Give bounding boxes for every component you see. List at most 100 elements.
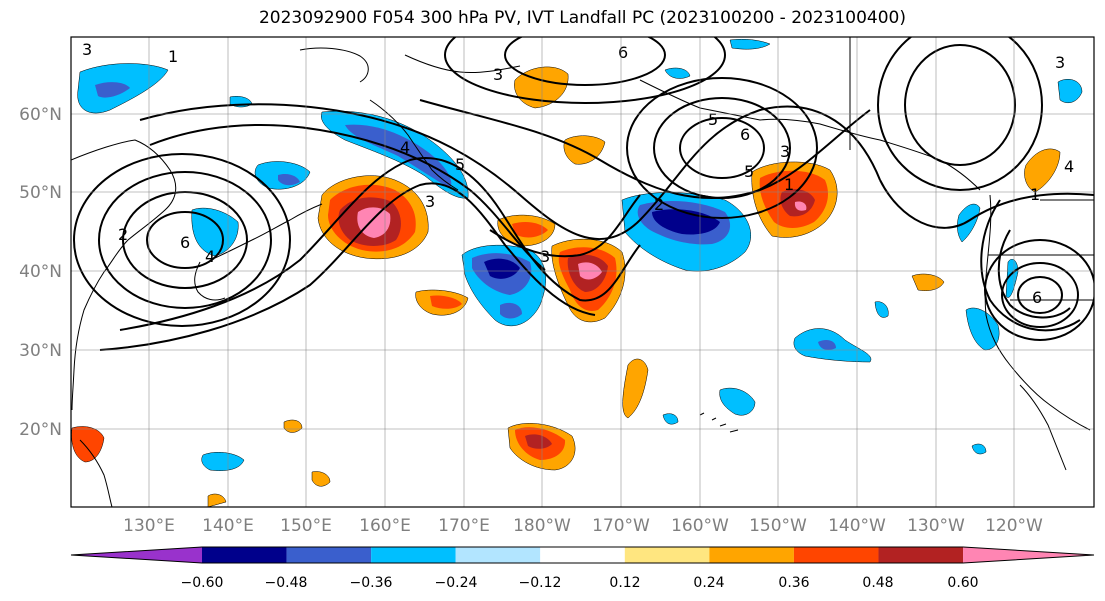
colorbar-tick-label: 0.48 xyxy=(862,575,893,591)
colorbar-segment xyxy=(624,547,710,563)
lon-label: 170°E xyxy=(438,516,490,536)
colorbar-tick-labels: −0.60 −0.48 −0.36 −0.24 −0.12 0.12 0.24 … xyxy=(181,575,979,591)
colorbar-segments xyxy=(70,546,1095,564)
positive-anomaly-area xyxy=(71,426,105,463)
lat-label-30n: 30°N xyxy=(19,341,62,361)
contour-label: 6 xyxy=(180,233,190,252)
contour-line xyxy=(444,37,726,104)
positive-anomaly-core xyxy=(525,434,552,449)
colorbar-segment xyxy=(793,547,879,563)
lon-label: 160°W xyxy=(671,516,729,536)
colorbar-tick-label: −0.36 xyxy=(350,575,393,591)
contour-label: 1 xyxy=(784,175,794,194)
negative-anomaly-core xyxy=(95,82,130,98)
arctic-coastline xyxy=(299,47,521,83)
asia-coastline xyxy=(71,139,177,411)
colorbar-segment xyxy=(963,547,1094,563)
positive-anomaly-area xyxy=(311,471,331,487)
contour-label: 1 xyxy=(168,47,178,66)
negative-anomaly-area xyxy=(729,38,771,50)
positive-anomaly-area xyxy=(1024,148,1061,193)
colorbar-segment xyxy=(540,547,625,563)
contour-line xyxy=(679,117,765,179)
contour-line xyxy=(419,99,871,200)
contour-line xyxy=(626,77,818,219)
lon-label: 170°W xyxy=(592,516,650,536)
contour-label: 3 xyxy=(493,65,503,84)
negative-anomaly-area xyxy=(664,67,691,79)
colorbar-tick-label: 0.12 xyxy=(609,575,640,591)
contour-label: 5 xyxy=(708,110,718,129)
colorbar-segment xyxy=(202,547,287,563)
negative-anomaly-area xyxy=(874,301,889,318)
lat-label-50n: 50°N xyxy=(19,183,62,203)
positive-anomaly-max xyxy=(794,201,807,211)
gridlines xyxy=(71,37,1094,507)
contour-label: 1 xyxy=(1030,185,1040,204)
negative-anomaly-core xyxy=(500,302,522,319)
negative-anomaly-area xyxy=(965,307,1000,351)
negative-anomaly-core xyxy=(652,209,720,235)
contour-line xyxy=(98,171,272,309)
contour-line xyxy=(879,179,1094,229)
colorbar-tick-label: 0.60 xyxy=(947,575,978,591)
positive-anomaly-max xyxy=(357,207,391,238)
negative-anomaly-area xyxy=(1057,79,1083,103)
contour-line xyxy=(146,211,224,269)
hawaii-islands xyxy=(699,412,739,433)
contour-label: 4 xyxy=(1064,157,1074,176)
colorbar-tick-label: 0.36 xyxy=(778,575,809,591)
map-frame xyxy=(70,36,1095,508)
pv-shading xyxy=(71,38,1083,507)
negative-anomaly-area xyxy=(957,203,981,243)
contour-labels: 3 1 2 6 4 3 4 5 6 3 2 1 3 5 6 5 3 1 6 4 xyxy=(82,40,1074,307)
longitude-labels: 130°E 140°E 150°E 160°E 170°E 180°W 170°… xyxy=(123,516,1043,536)
baja-coastline xyxy=(1019,384,1067,471)
philippines-coastline xyxy=(79,439,113,507)
contour-label: 4 xyxy=(205,247,215,266)
contour-label: 2 xyxy=(118,225,128,244)
colorbar-segment xyxy=(709,547,794,563)
lon-label: 150°E xyxy=(280,516,332,536)
contour-line xyxy=(877,37,1043,191)
kamchatka-coastline xyxy=(369,99,459,191)
lon-label: 130°W xyxy=(907,516,965,536)
negative-anomaly-core xyxy=(345,124,452,188)
colorbar: −0.60 −0.48 −0.36 −0.24 −0.12 0.12 0.24 … xyxy=(70,546,1095,591)
contour-label: 4 xyxy=(400,138,410,157)
lon-label: 130°E xyxy=(123,516,175,536)
contour-label: 6 xyxy=(618,43,628,62)
colorbar-tick-label: −0.12 xyxy=(519,575,562,591)
contour-line xyxy=(489,194,641,258)
state-borders xyxy=(849,37,1094,301)
colorbar-tick-label: −0.24 xyxy=(435,575,478,591)
contour-label: 6 xyxy=(1032,288,1042,307)
negative-anomaly-area xyxy=(1005,259,1019,298)
latitude-labels: 60°N 50°N 40°N 30°N 20°N xyxy=(19,105,62,440)
north-america-coastline xyxy=(984,194,1091,431)
map-panel: 3 1 2 6 4 3 4 5 6 3 2 1 3 5 6 5 3 1 6 4 xyxy=(70,36,1095,508)
colorbar-tick-label: −0.48 xyxy=(265,575,308,591)
negative-anomaly-area xyxy=(201,452,245,471)
colorbar-tick-label: 0.24 xyxy=(693,575,724,591)
negative-anomaly-core xyxy=(278,173,300,186)
colorbar-segment xyxy=(455,547,541,563)
positive-anomaly-core xyxy=(430,295,462,309)
colorbar-tick-label: −0.60 xyxy=(181,575,224,591)
positive-anomaly-area xyxy=(207,493,227,507)
colorbar-segment xyxy=(286,547,372,563)
contour-label: 3 xyxy=(425,192,435,211)
contour-line xyxy=(997,229,1071,319)
contour-line xyxy=(980,199,1081,332)
contour-line xyxy=(1017,276,1063,314)
lon-label: 120°W xyxy=(985,516,1043,536)
contour-line xyxy=(904,44,1016,166)
colorbar-outline xyxy=(70,546,1095,564)
lon-label: 150°W xyxy=(749,516,807,536)
positive-anomaly-area xyxy=(622,358,649,419)
contour-line xyxy=(504,37,666,86)
contour-label: 5 xyxy=(455,155,465,174)
colorbar-segment xyxy=(71,547,202,563)
contour-label: 2 xyxy=(654,195,664,214)
